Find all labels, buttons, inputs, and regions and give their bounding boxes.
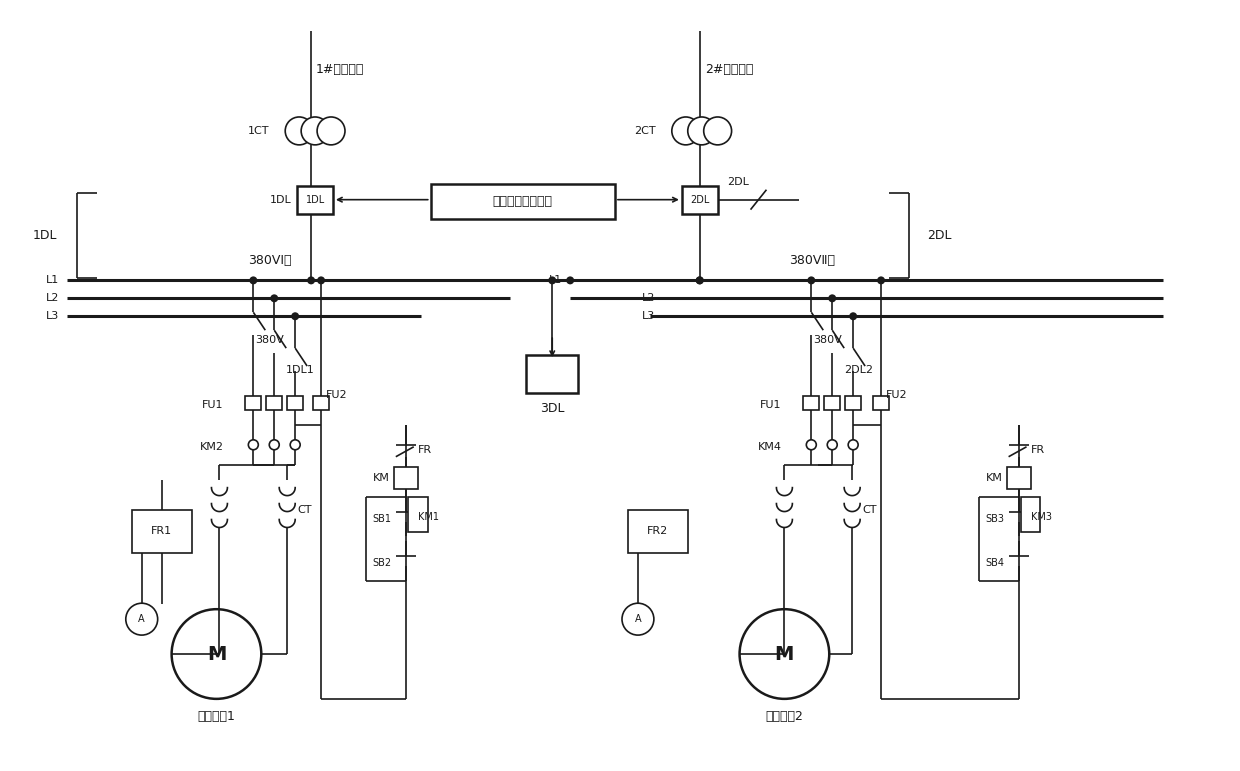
Text: 2DL: 2DL (926, 229, 951, 242)
Bar (394, 466, 418, 489)
Circle shape (171, 609, 262, 699)
Text: L2: L2 (642, 293, 655, 303)
Text: L2: L2 (46, 293, 60, 303)
Text: 电动马达1: 电动马达1 (197, 710, 236, 723)
Bar (1007, 466, 1030, 489)
Text: FR: FR (1030, 445, 1044, 455)
Circle shape (739, 609, 830, 699)
Text: FR2: FR2 (647, 527, 668, 537)
Circle shape (703, 117, 732, 145)
Circle shape (125, 603, 157, 635)
Circle shape (317, 276, 325, 284)
Text: 380VⅡ母: 380VⅡ母 (790, 254, 836, 267)
Circle shape (548, 276, 557, 284)
Text: 2DL2: 2DL2 (844, 365, 873, 375)
Circle shape (688, 117, 715, 145)
Text: 2DL: 2DL (728, 177, 749, 187)
Text: A: A (635, 614, 641, 625)
Text: SB4: SB4 (986, 558, 1004, 568)
Bar (408, 497, 428, 533)
Circle shape (827, 439, 837, 449)
Text: L1: L1 (46, 275, 60, 285)
Text: 电源备自投控制器: 电源备自投控制器 (492, 194, 553, 207)
Text: 1DL1: 1DL1 (286, 365, 315, 375)
Text: M: M (207, 645, 226, 664)
Bar (267, 396, 283, 410)
Text: KM1: KM1 (418, 511, 439, 521)
Bar (246, 396, 262, 410)
Text: 1#电源进线: 1#电源进线 (316, 62, 365, 76)
Circle shape (249, 276, 258, 284)
Circle shape (877, 276, 885, 284)
Text: CT: CT (862, 504, 877, 514)
Text: 2CT: 2CT (634, 126, 656, 136)
Text: KM3: KM3 (1030, 511, 1052, 521)
Bar (804, 396, 820, 410)
Text: FU2: FU2 (326, 390, 347, 400)
Circle shape (308, 276, 315, 284)
Text: 1DL: 1DL (32, 229, 57, 242)
Text: FR1: FR1 (151, 527, 172, 537)
Text: L1: L1 (549, 275, 562, 285)
Text: 380V: 380V (813, 335, 842, 345)
Circle shape (672, 117, 699, 145)
Text: 1CT: 1CT (248, 126, 269, 136)
Bar (288, 396, 303, 410)
Text: FR: FR (418, 445, 432, 455)
Text: FU1: FU1 (760, 400, 781, 410)
Bar (526, 355, 578, 393)
Circle shape (317, 117, 345, 145)
Text: KM4: KM4 (758, 442, 781, 452)
Text: 1DL: 1DL (269, 194, 291, 204)
Circle shape (696, 276, 703, 284)
Text: A: A (139, 614, 145, 625)
Text: KM: KM (986, 473, 1003, 483)
Text: 电动马达2: 电动马达2 (765, 710, 804, 723)
Bar (627, 510, 688, 554)
Circle shape (807, 276, 815, 284)
Text: L3: L3 (642, 311, 655, 322)
Text: 3DL: 3DL (539, 402, 564, 416)
Bar (873, 396, 889, 410)
Text: 380V: 380V (255, 335, 284, 345)
Text: 380VⅠ母: 380VⅠ母 (248, 254, 291, 267)
Text: FU2: FU2 (887, 390, 908, 400)
Bar (682, 186, 718, 214)
Circle shape (290, 439, 300, 449)
Text: SB1: SB1 (373, 513, 392, 524)
Circle shape (806, 439, 816, 449)
Text: KM2: KM2 (200, 442, 223, 452)
Bar (1021, 497, 1040, 533)
Circle shape (291, 312, 299, 320)
Bar (131, 510, 191, 554)
Text: SB3: SB3 (986, 513, 1004, 524)
Circle shape (269, 439, 279, 449)
Bar (825, 396, 841, 410)
Circle shape (696, 276, 703, 284)
Text: 1DL: 1DL (305, 194, 325, 204)
Text: FU1: FU1 (202, 400, 223, 410)
Circle shape (622, 603, 653, 635)
Text: M: M (775, 645, 794, 664)
Circle shape (849, 312, 857, 320)
Bar (846, 396, 861, 410)
Circle shape (567, 276, 574, 284)
Text: 2DL: 2DL (689, 194, 709, 204)
Text: SB2: SB2 (373, 558, 392, 568)
Text: 2#电源进线: 2#电源进线 (704, 62, 753, 76)
Circle shape (270, 295, 278, 302)
Circle shape (848, 439, 858, 449)
Circle shape (301, 117, 329, 145)
Circle shape (828, 295, 836, 302)
Text: CT: CT (298, 504, 311, 514)
Bar (298, 186, 334, 214)
Text: L3: L3 (46, 311, 60, 322)
Circle shape (285, 117, 314, 145)
Circle shape (248, 439, 258, 449)
Bar (314, 396, 329, 410)
Bar (430, 183, 615, 219)
Text: KM: KM (373, 473, 389, 483)
